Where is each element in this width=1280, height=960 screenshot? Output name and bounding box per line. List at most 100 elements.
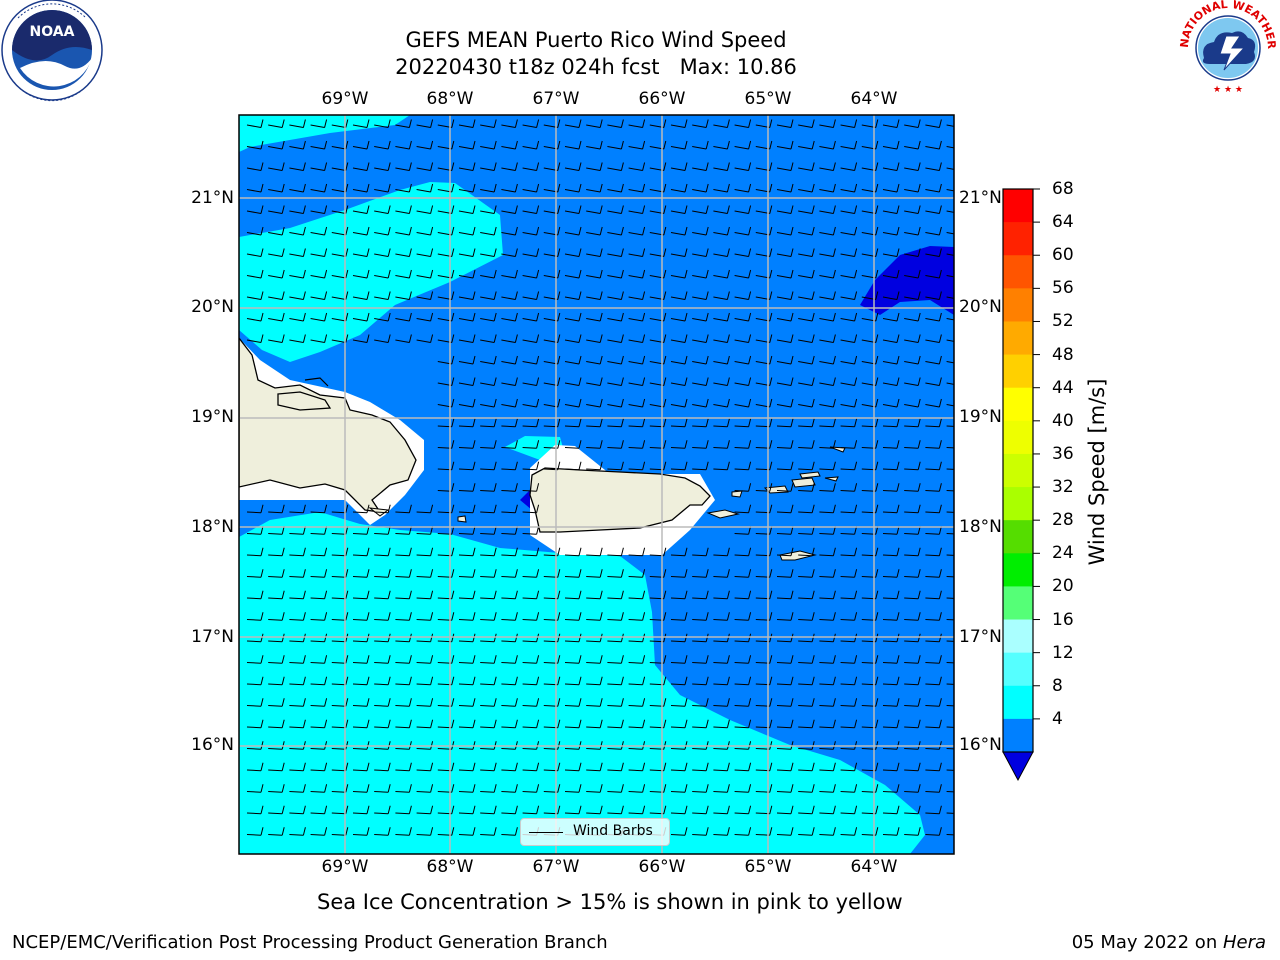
wind-barb [670,418,688,428]
wind-barb [904,762,921,772]
wind-barb [776,547,794,557]
wind-barb [925,377,942,387]
wind-barb [395,784,412,793]
wind-barb [607,355,624,365]
wind-barb [734,162,752,172]
wind-barb [607,226,624,236]
wind-barb [268,119,285,129]
wind-barb [819,655,836,664]
wind-barb [925,719,942,729]
wind-barb [798,784,815,793]
wind-barb [734,483,752,492]
wind-barb [925,248,942,258]
colorbar-cell [1003,453,1033,488]
wind-barb [734,334,752,344]
wind-barb [776,483,794,492]
wind-barb [882,248,900,258]
credit-text: NCEP/EMC/Verification Post Processing Pr… [12,932,608,953]
wind-barb [289,334,306,344]
wind-barb [882,269,900,279]
wind-barb [416,248,434,258]
wind-barb [522,248,540,258]
wind-barb [670,676,688,686]
wind-barb [374,741,391,750]
wind-barb [246,719,264,729]
lon-label-top: 68°W [426,89,474,109]
wind-barb [670,762,688,772]
wind-barb [501,291,518,301]
wind-barb [904,334,921,344]
wind-barb [310,719,328,729]
wind-barb [607,762,624,772]
wind-barb [246,655,264,664]
wind-barb [416,655,434,664]
wind-barb [776,269,794,279]
wind-barb [925,569,942,578]
wind-barb [416,827,434,836]
wind-barb [819,504,836,514]
wind-barb [416,676,434,686]
wind-barb [819,676,836,686]
wind-barb [374,676,391,686]
colorbar-cell [1003,354,1033,389]
wind-barb [289,655,306,664]
wind-barb [713,248,730,258]
wind-barb [882,162,900,172]
wind-barb [586,655,603,664]
wind-barb [374,119,391,129]
lon-label-bottom: 68°W [426,857,474,877]
wind-barb [522,805,540,815]
wind-barb [734,719,752,729]
wind-barb [713,183,730,193]
wind-barb [458,248,476,258]
wind-barb [352,762,370,772]
wind-barb [501,547,518,557]
wind-barb [819,719,836,729]
wind-barb [840,140,858,150]
wind-barb [819,612,836,621]
lon-label-bottom: 69°W [321,857,369,877]
wind-barb [692,334,709,344]
wind-barb [734,377,752,387]
wind-barb [925,162,942,172]
wind-barb [904,741,921,750]
wind-barb [268,205,285,215]
wind-barb [331,547,349,557]
wind-barb [416,547,434,557]
wind-barb [670,355,688,365]
lat-label-right: 16°N [959,735,1002,755]
wind-barb [607,590,624,600]
wind-barb [819,762,836,772]
wind-barb [607,461,624,471]
wind-barb [395,140,412,150]
wind-barb [501,483,518,492]
wind-barb [713,762,730,772]
colorbar-tick-label: 52 [1052,311,1074,332]
wind-barb [374,762,391,772]
wind-barb [246,183,264,193]
wind-barb [480,418,497,428]
wind-barb [564,269,582,279]
wind-barb [522,355,540,365]
wind-barb [480,312,497,322]
wind-barb [352,784,370,793]
wind-barb [882,291,900,301]
wind-barb [586,140,603,150]
wind-barb [692,355,709,365]
wind-barb [904,269,921,279]
wind-8-12-region-north [239,115,410,152]
wind-barb [713,547,730,557]
wind-barb [564,183,582,193]
wind-barb [798,461,815,471]
wind-barb [501,590,518,600]
lat-label-right: 18°N [959,517,1002,537]
wind-barb [904,483,921,492]
wind-barb [628,547,646,557]
wind-barb [289,547,306,557]
wind-barb [734,698,752,707]
wind-barb [289,205,306,215]
wind-barb [840,291,858,301]
wind-barb [607,291,624,301]
noaa-logo: NOAA [1,0,103,102]
wind-barb [564,140,582,150]
